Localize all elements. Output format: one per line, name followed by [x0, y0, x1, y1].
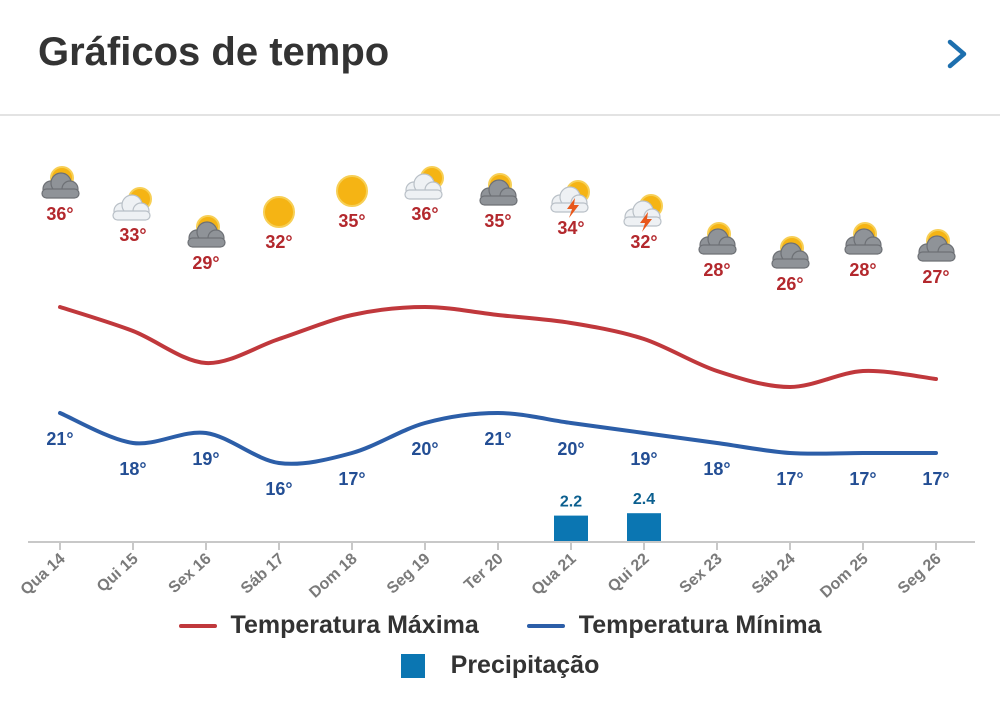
max-temp-label: 32° — [630, 232, 657, 252]
max-temperature-line — [58, 304, 938, 390]
legend-precip-swatch — [400, 653, 425, 678]
partly-cloudy-icon — [41, 166, 80, 199]
precip-value-label: 2.2 — [560, 494, 582, 511]
legend-precip-label: Precipitação — [450, 651, 600, 679]
min-temp-label: 19° — [630, 449, 657, 469]
sun-cloud-icon — [404, 166, 444, 200]
x-tick-label: Qua 21 — [529, 550, 580, 598]
x-tick-label: Seg 26 — [895, 550, 945, 597]
precip-bar — [554, 515, 588, 542]
legend-temperatures: Temperatura Máxima Temperatura Mínima — [0, 611, 1000, 640]
min-temp-label: 17° — [849, 469, 876, 489]
min-temp-label: 17° — [776, 469, 803, 489]
header: Gráficos de tempo — [0, 0, 1000, 116]
min-temp-label: 20° — [557, 439, 584, 459]
legend-min: Temperatura Mínima — [526, 611, 822, 640]
x-tick-label: Dom 25 — [817, 550, 871, 600]
partly-cloudy-icon — [844, 222, 883, 255]
thunderstorm-icon — [623, 194, 663, 232]
max-temp-label: 36° — [411, 204, 438, 224]
precip-value-label: 2.4 — [633, 491, 655, 508]
x-tick-label: Sex 23 — [677, 550, 726, 597]
min-temp-label: 20° — [411, 439, 438, 459]
x-tick-label: Qua 14 — [18, 550, 69, 598]
max-temp-label: 26° — [776, 274, 803, 294]
partly-cloudy-icon — [698, 222, 737, 255]
min-temp-label: 18° — [119, 459, 146, 479]
sun-cloud-icon — [112, 187, 152, 221]
legend-max: Temperatura Máxima — [178, 611, 479, 640]
max-temp-label: 33° — [119, 225, 146, 245]
weather-chart: 36° 33° 29° 32° 35° 36° 35° 34° 32° 28° 26° 28° 27° 2… — [18, 166, 975, 600]
max-temp-label: 35° — [484, 211, 511, 231]
sun-icon — [336, 175, 368, 207]
min-temp-label: 17° — [338, 469, 365, 489]
precip-bar — [627, 513, 661, 542]
legend-precip: Precipitação — [400, 651, 600, 680]
min-temp-label: 19° — [192, 449, 219, 469]
max-temp-label: 28° — [703, 260, 730, 280]
max-temp-label: 29° — [192, 253, 219, 273]
partly-cloudy-icon — [917, 229, 956, 262]
x-tick-label: Dom 18 — [306, 550, 360, 600]
min-temp-label: 17° — [922, 469, 949, 489]
max-temp-label: 36° — [46, 204, 73, 224]
x-tick-label: Seg 19 — [384, 550, 434, 597]
min-temp-label: 21° — [484, 429, 511, 449]
sun-icon — [263, 196, 295, 228]
max-temp-label: 35° — [338, 211, 365, 231]
x-tick-label: Sáb 17 — [238, 550, 288, 597]
min-temp-label: 18° — [703, 459, 730, 479]
page-title: Gráficos de tempo — [38, 30, 390, 74]
weather-icons — [41, 166, 956, 269]
partly-cloudy-icon — [771, 236, 810, 269]
thunderstorm-icon — [550, 180, 590, 218]
max-temp-label: 32° — [265, 232, 292, 252]
max-temp-label: 28° — [849, 260, 876, 280]
x-tick-label: Qui 22 — [605, 550, 653, 595]
x-tick-label: Sex 16 — [166, 550, 215, 597]
x-tick-label: Qui 15 — [94, 550, 142, 595]
x-tick-label: Ter 20 — [461, 550, 507, 593]
min-temperature-line — [58, 410, 938, 466]
legend-precip-row: Precipitação — [0, 651, 1000, 680]
max-temp-label: 27° — [922, 267, 949, 287]
legend-min-swatch — [526, 623, 565, 628]
legend-min-label: Temperatura Mínima — [578, 611, 822, 639]
partly-cloudy-icon — [187, 215, 226, 248]
partly-cloudy-icon — [479, 173, 518, 206]
max-temp-label: 34° — [557, 218, 584, 238]
min-temp-label: 16° — [265, 479, 292, 499]
chevron-right-icon[interactable] — [940, 34, 974, 74]
min-temp-label: 21° — [46, 429, 73, 449]
legend-max-swatch — [178, 623, 217, 628]
legend-max-label: Temperatura Máxima — [230, 611, 479, 639]
x-tick-label: Sáb 24 — [749, 550, 799, 597]
